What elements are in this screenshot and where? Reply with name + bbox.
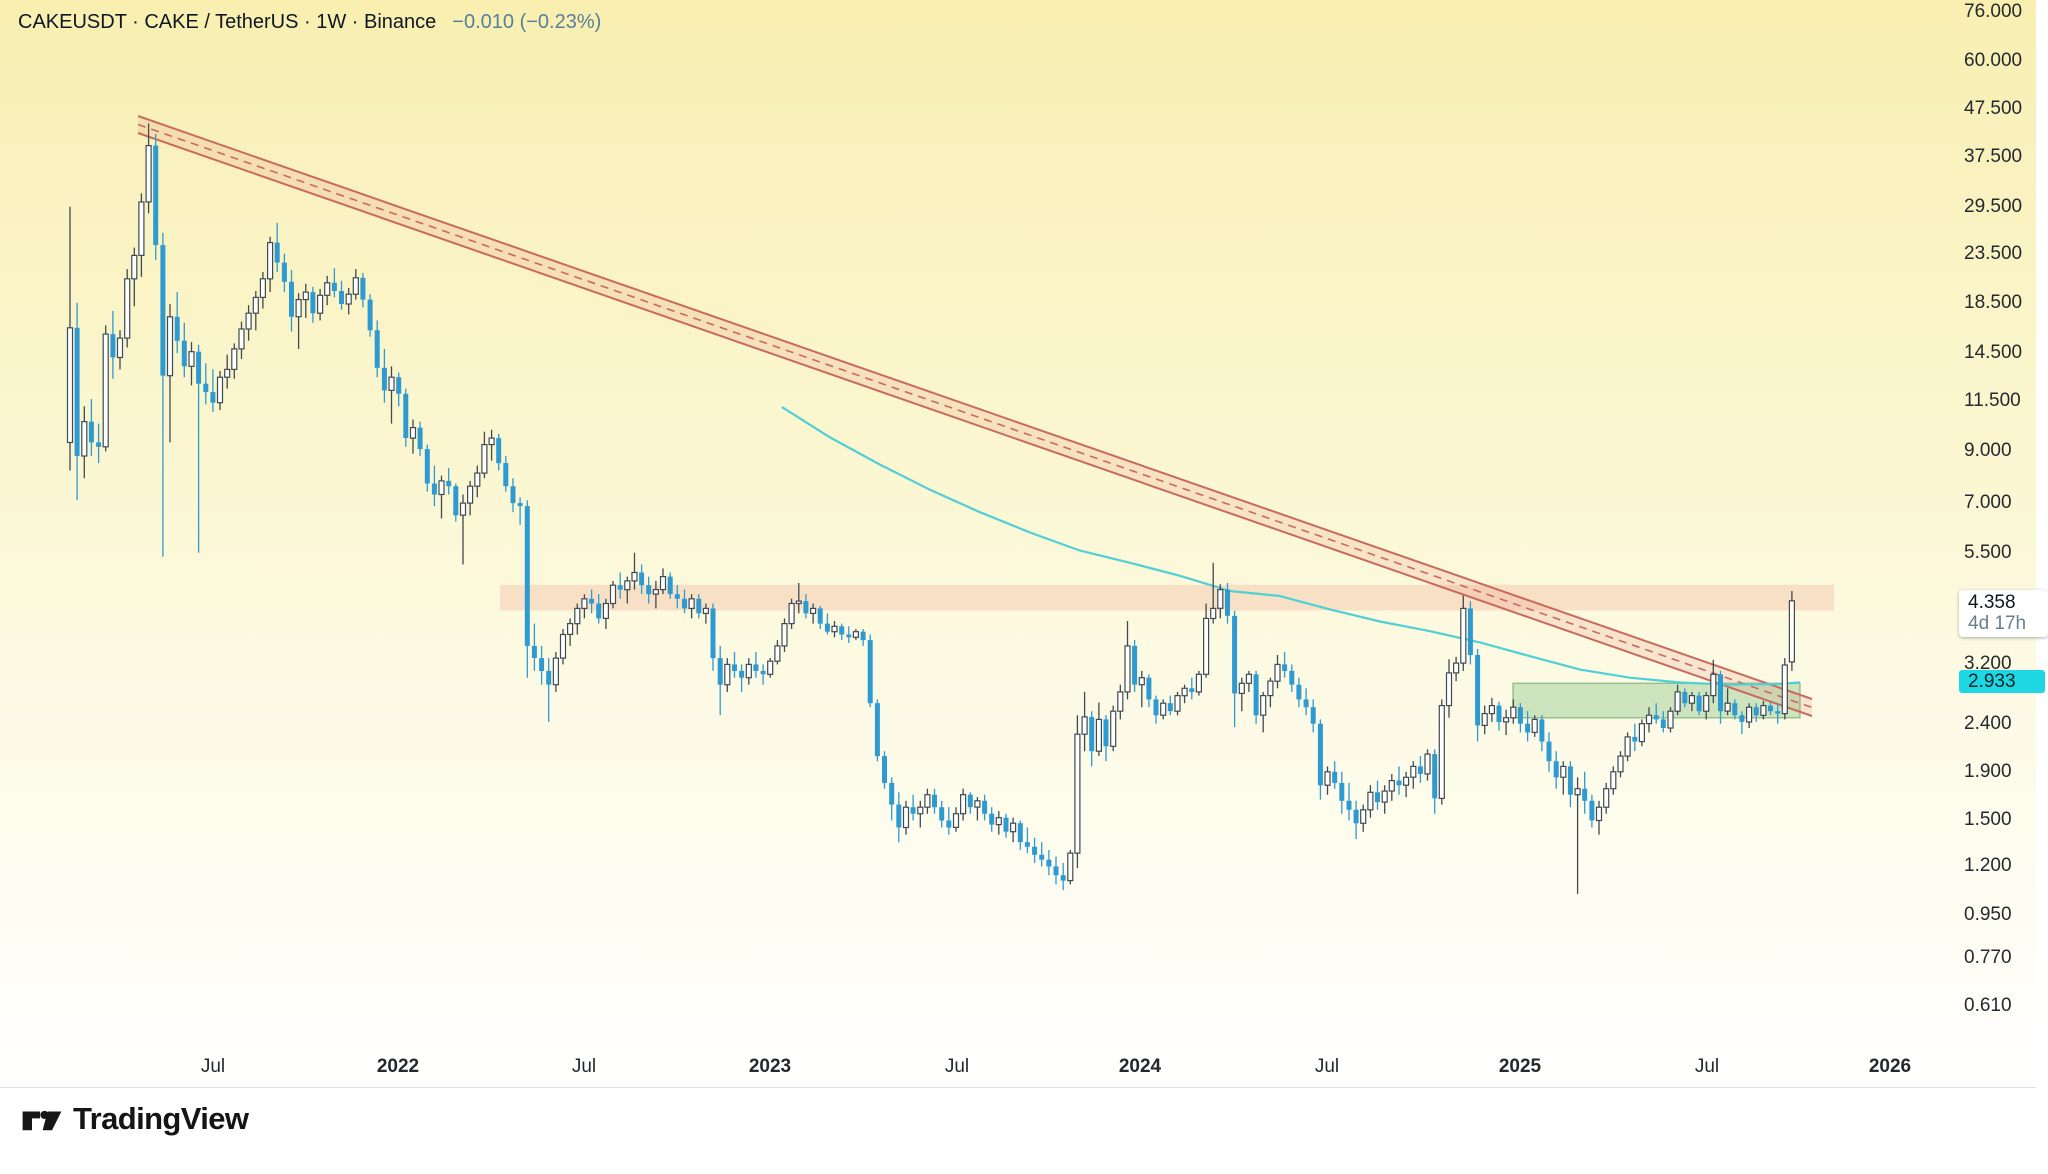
price-change: −0.010 (−0.23%) (452, 11, 602, 33)
symbol-title[interactable]: CAKEUSDT · CAKE / TetherUS · 1W · Binanc… (18, 11, 437, 33)
price-tick: 7.000 (1964, 492, 2012, 513)
tradingview-logo-icon[interactable] (22, 1100, 62, 1138)
chart-widget: CAKEUSDT · CAKE / TetherUS · 1W · Binanc… (0, 0, 2045, 1088)
resistance-zone[interactable] (500, 584, 1834, 611)
price-tick: 29.500 (1964, 196, 2023, 217)
price-tick: 1.900 (1964, 761, 2012, 782)
time-tick: Jul (571, 1056, 597, 1077)
page-footer: TradingView (22, 1100, 249, 1138)
time-tick: 2024 (1118, 1056, 1162, 1077)
price-tick: 2.400 (1964, 713, 2012, 734)
tradingview-wordmark[interactable]: TradingView (73, 1101, 249, 1136)
time-tick: Jul (944, 1056, 970, 1077)
ma-value-label: 2.933 (1959, 670, 2045, 693)
price-tick: 47.500 (1964, 98, 2023, 119)
price-tick: 23.500 (1964, 243, 2023, 264)
price-tick: 0.950 (1964, 904, 2012, 925)
trend-channel-lower[interactable] (137, 132, 1813, 717)
price-tick: 9.000 (1964, 440, 2012, 461)
time-tick: 2023 (748, 1056, 792, 1077)
time-tick: Jul (1694, 1056, 1720, 1077)
price-tick: 18.500 (1964, 292, 2023, 313)
time-tick: Jul (1314, 1056, 1340, 1077)
price-tick: 0.770 (1964, 947, 2012, 968)
price-tick: 76.000 (1964, 1, 2023, 22)
price-tick: 5.500 (1964, 542, 2012, 563)
price-tick: 14.500 (1964, 342, 2023, 363)
price-tick: 1.500 (1964, 809, 2012, 830)
symbol-legend: CAKEUSDT · CAKE / TetherUS · 1W · Binanc… (18, 11, 601, 34)
price-tick: 37.500 (1964, 146, 2023, 167)
candles (66, 123, 1796, 894)
last-price-value: 4.358 (1968, 592, 2016, 613)
price-tick: 3.200 (1964, 653, 2012, 674)
chart-canvas[interactable] (0, 0, 2036, 1087)
time-tick: Jul (200, 1056, 226, 1077)
last-price-label: 4.358 4d 17h (1959, 590, 2048, 637)
price-tick: 1.200 (1964, 855, 2012, 876)
time-tick: 2022 (376, 1056, 420, 1077)
price-tick: 0.610 (1964, 995, 2012, 1016)
trend-channel-mid (137, 123, 1813, 709)
bar-countdown: 4d 17h (1968, 613, 2027, 634)
price-tick: 60.000 (1964, 50, 2023, 71)
trend-channel-upper[interactable] (137, 115, 1813, 700)
time-tick: 2026 (1868, 1056, 1912, 1077)
price-tick: 11.500 (1964, 390, 2021, 411)
ma-line[interactable] (781, 406, 1801, 686)
time-tick: 2025 (1498, 1056, 1542, 1077)
